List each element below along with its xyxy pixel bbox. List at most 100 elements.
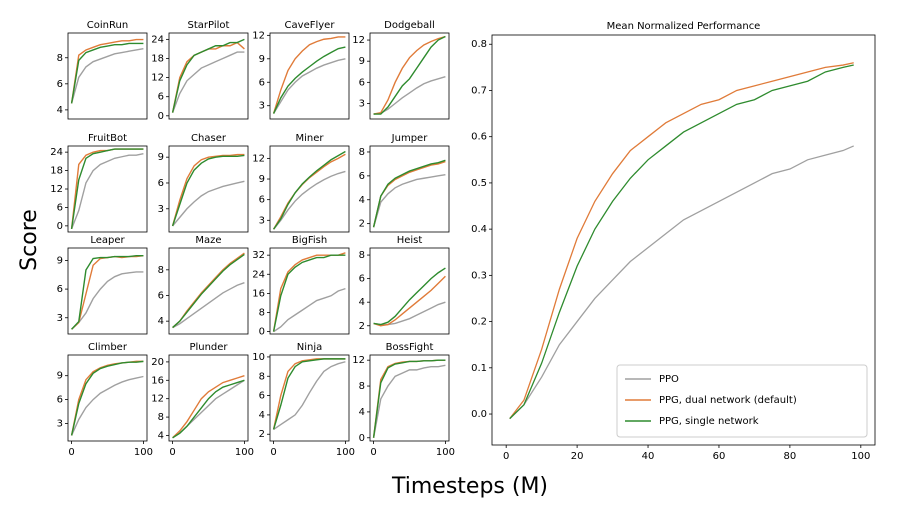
y-tick-label: 2 bbox=[259, 429, 265, 440]
y-tick-label: 0 bbox=[359, 433, 365, 444]
series-line bbox=[71, 254, 144, 330]
x-tick-label: 40 bbox=[642, 451, 655, 462]
y-tick-label: 4 bbox=[57, 105, 63, 116]
series-line bbox=[273, 150, 346, 230]
x-tick-label: 0 bbox=[169, 447, 175, 458]
legend-label: PPG, single network bbox=[659, 416, 759, 427]
x-tick-label: 100 bbox=[134, 447, 153, 458]
chart-title: Dodgeball bbox=[384, 20, 435, 31]
y-tick-label: 2 bbox=[359, 219, 365, 230]
series-line bbox=[171, 154, 245, 227]
legend-label: PPO bbox=[659, 374, 679, 385]
y-tick-label: 18 bbox=[50, 166, 63, 177]
series-line bbox=[372, 359, 446, 438]
y-tick-label: 24 bbox=[151, 34, 164, 45]
y-tick-label: 8 bbox=[259, 371, 265, 382]
y-tick-label: 6 bbox=[158, 178, 164, 189]
series-line bbox=[70, 148, 144, 230]
y-tick-label: 24 bbox=[50, 147, 63, 158]
series-line bbox=[272, 46, 346, 114]
series-line bbox=[373, 35, 446, 115]
series-line bbox=[509, 62, 854, 420]
y-tick-label: 2 bbox=[359, 321, 365, 332]
series-line bbox=[272, 254, 346, 332]
plot-frame bbox=[369, 247, 450, 335]
x-tick-label: 60 bbox=[713, 451, 726, 462]
y-tick-label: 3 bbox=[158, 204, 164, 215]
x-tick-label: 80 bbox=[784, 451, 797, 462]
series-line bbox=[373, 275, 446, 327]
plot-frame bbox=[269, 247, 350, 335]
y-tick-label: 0.7 bbox=[471, 85, 487, 96]
series-line bbox=[70, 152, 144, 230]
x-axis-label: Timesteps (M) bbox=[391, 474, 548, 499]
y-tick-label: 8 bbox=[359, 381, 365, 392]
y-tick-label: 8 bbox=[359, 147, 365, 158]
chart-title: Heist bbox=[397, 235, 423, 246]
y-tick-label: 12 bbox=[50, 184, 63, 195]
series-line bbox=[172, 180, 245, 227]
y-tick-label: 6 bbox=[158, 92, 164, 103]
y-tick-label: 4 bbox=[259, 410, 265, 421]
y-tick-label: 10 bbox=[252, 352, 265, 363]
series-line bbox=[70, 42, 144, 104]
y-tick-label: 3 bbox=[259, 215, 265, 226]
series-line bbox=[372, 159, 446, 228]
y-tick-label: 8 bbox=[259, 308, 265, 319]
series-line bbox=[272, 36, 346, 114]
plot-frame bbox=[269, 32, 350, 120]
plot-frame bbox=[269, 145, 350, 233]
y-tick-label: 4 bbox=[359, 297, 365, 308]
y-tick-label: 9 bbox=[57, 255, 63, 266]
chart-title: Leaper bbox=[90, 235, 125, 246]
series-line bbox=[372, 173, 446, 228]
y-tick-label: 8 bbox=[158, 412, 164, 423]
plot-frame bbox=[491, 34, 876, 446]
plot-frame bbox=[67, 247, 148, 335]
y-tick-label: 6 bbox=[259, 77, 265, 88]
x-tick-label: 0 bbox=[503, 451, 509, 462]
y-tick-label: 0.6 bbox=[471, 132, 487, 143]
y-tick-label: 4 bbox=[359, 407, 365, 418]
series-line bbox=[171, 153, 245, 227]
x-tick-label: 100 bbox=[235, 447, 254, 458]
series-line bbox=[70, 47, 144, 104]
y-tick-label: 16 bbox=[252, 288, 265, 299]
y-tick-label: 0 bbox=[57, 221, 63, 232]
y-tick-label: 6 bbox=[359, 77, 365, 88]
y-tick-label: 0.4 bbox=[471, 224, 487, 235]
legend-box bbox=[616, 364, 868, 438]
series-line bbox=[372, 364, 446, 438]
y-axis-label: Score bbox=[17, 209, 42, 271]
chart-title: CaveFlyer bbox=[285, 20, 336, 31]
y-tick-label: 12 bbox=[352, 355, 365, 366]
plot-frame bbox=[168, 145, 249, 233]
y-tick-label: 6 bbox=[57, 202, 63, 213]
y-tick-label: 3 bbox=[359, 98, 365, 109]
y-tick-label: 6 bbox=[158, 290, 164, 301]
chart-title: CoinRun bbox=[87, 20, 128, 31]
y-tick-label: 8 bbox=[158, 265, 164, 276]
y-tick-label: 3 bbox=[57, 418, 63, 429]
plot-frame bbox=[67, 32, 148, 120]
plot-frame bbox=[67, 145, 148, 233]
y-tick-label: 8 bbox=[359, 250, 365, 261]
y-tick-label: 6 bbox=[57, 79, 63, 90]
chart-title: Maze bbox=[195, 235, 221, 246]
series-line bbox=[172, 379, 245, 439]
y-tick-label: 4 bbox=[158, 316, 164, 327]
x-tick-label: 100 bbox=[436, 447, 455, 458]
y-tick-label: 6 bbox=[359, 274, 365, 285]
plot-frame bbox=[67, 354, 148, 442]
y-tick-label: 3 bbox=[57, 313, 63, 324]
chart-title: BigFish bbox=[292, 235, 327, 246]
series-line bbox=[272, 58, 346, 114]
series-line bbox=[71, 271, 144, 330]
plot-frame bbox=[168, 247, 249, 335]
y-tick-label: 0 bbox=[158, 111, 164, 122]
y-tick-label: 0.1 bbox=[471, 363, 487, 374]
y-tick-label: 0 bbox=[259, 327, 265, 338]
plot-frame bbox=[369, 32, 450, 120]
series-line bbox=[273, 361, 346, 430]
